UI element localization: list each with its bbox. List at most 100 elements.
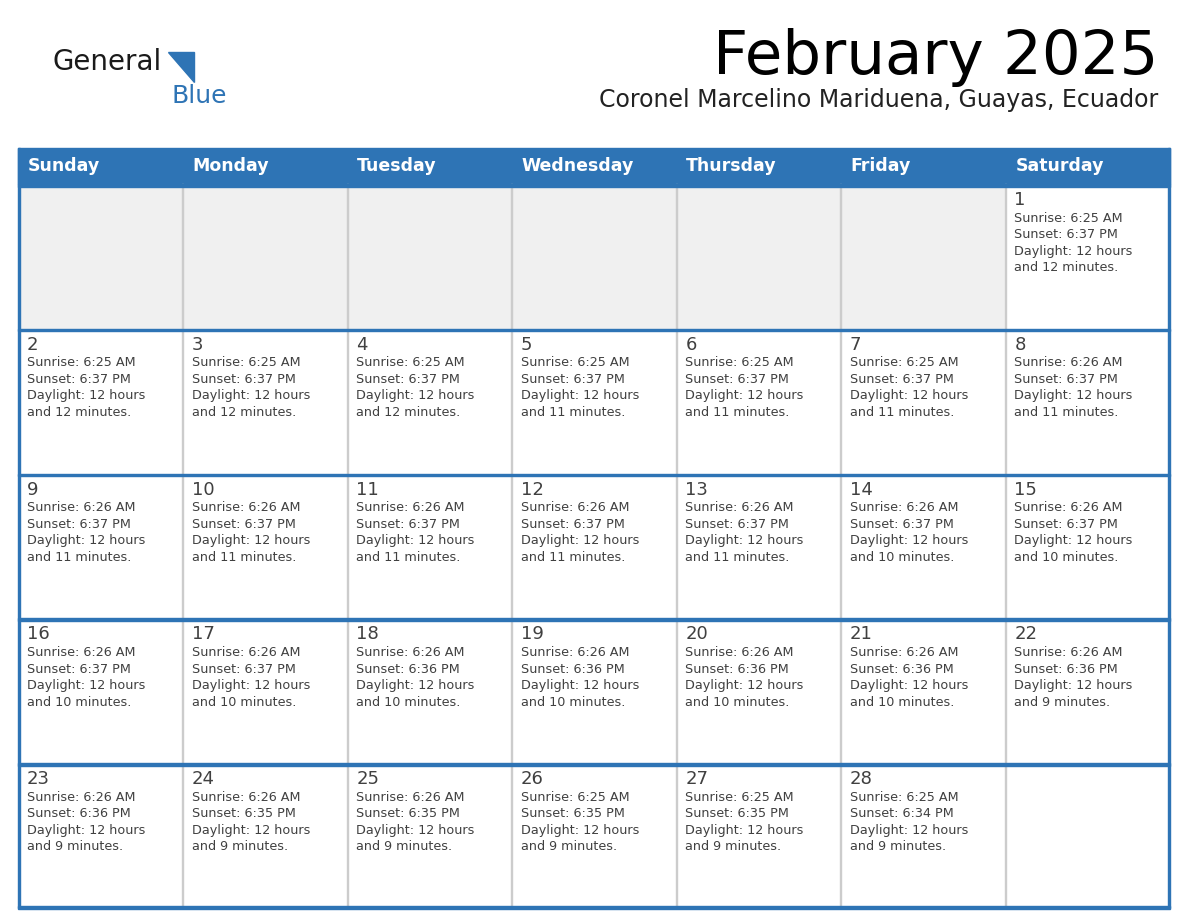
Text: Saturday: Saturday [1016, 157, 1104, 175]
Bar [1005, 186, 1170, 329]
Bar [183, 186, 347, 329]
Text: Sunset: 6:37 PM: Sunset: 6:37 PM [27, 663, 131, 676]
Bar [183, 331, 347, 474]
Text: and 9 minutes.: and 9 minutes. [520, 840, 617, 854]
Bar [183, 621, 347, 763]
Text: Sunset: 6:37 PM: Sunset: 6:37 PM [520, 518, 625, 531]
Text: Sunset: 6:36 PM: Sunset: 6:36 PM [520, 663, 625, 676]
Text: Sunrise: 6:26 AM: Sunrise: 6:26 AM [1015, 646, 1123, 659]
Text: 3: 3 [191, 336, 203, 353]
Text: February 2025: February 2025 [713, 28, 1158, 87]
Text: Daylight: 12 hours: Daylight: 12 hours [356, 823, 474, 837]
Text: Sunset: 6:36 PM: Sunset: 6:36 PM [1015, 663, 1118, 676]
Text: Sunset: 6:36 PM: Sunset: 6:36 PM [685, 663, 789, 676]
Text: Sunrise: 6:25 AM: Sunrise: 6:25 AM [849, 790, 959, 804]
Bar [841, 186, 1005, 329]
Text: 14: 14 [849, 481, 873, 498]
Bar [1005, 331, 1170, 474]
Text: Sunset: 6:37 PM: Sunset: 6:37 PM [191, 373, 296, 386]
Text: and 11 minutes.: and 11 minutes. [520, 551, 625, 564]
Text: 5: 5 [520, 336, 532, 353]
Text: 2: 2 [27, 336, 38, 353]
Bar [676, 621, 841, 763]
Text: Sunset: 6:37 PM: Sunset: 6:37 PM [1015, 373, 1118, 386]
Text: and 11 minutes.: and 11 minutes. [191, 551, 296, 564]
Text: Sunset: 6:37 PM: Sunset: 6:37 PM [685, 373, 789, 386]
Text: and 11 minutes.: and 11 minutes. [520, 406, 625, 419]
Text: 24: 24 [191, 770, 215, 789]
Text: Daylight: 12 hours: Daylight: 12 hours [191, 823, 310, 837]
Text: Daylight: 12 hours: Daylight: 12 hours [520, 389, 639, 402]
Text: 18: 18 [356, 625, 379, 644]
Text: Tuesday: Tuesday [358, 157, 437, 175]
Bar [347, 621, 512, 763]
Text: Sunset: 6:35 PM: Sunset: 6:35 PM [356, 807, 460, 821]
Text: Friday: Friday [851, 157, 911, 175]
Text: Sunset: 6:35 PM: Sunset: 6:35 PM [685, 807, 789, 821]
Text: 28: 28 [849, 770, 873, 789]
Text: and 9 minutes.: and 9 minutes. [356, 840, 453, 854]
Text: Sunset: 6:34 PM: Sunset: 6:34 PM [849, 807, 954, 821]
Text: and 11 minutes.: and 11 minutes. [685, 406, 790, 419]
Bar [18, 619, 1170, 621]
Text: Sunrise: 6:26 AM: Sunrise: 6:26 AM [191, 501, 301, 514]
Text: Daylight: 12 hours: Daylight: 12 hours [849, 534, 968, 547]
Text: and 12 minutes.: and 12 minutes. [27, 406, 131, 419]
Text: Daylight: 12 hours: Daylight: 12 hours [27, 389, 145, 402]
Bar [841, 476, 1005, 619]
Text: and 10 minutes.: and 10 minutes. [849, 551, 954, 564]
Text: and 9 minutes.: and 9 minutes. [849, 840, 946, 854]
Text: General: General [52, 48, 162, 76]
Text: Daylight: 12 hours: Daylight: 12 hours [27, 823, 145, 837]
Text: and 11 minutes.: and 11 minutes. [685, 551, 790, 564]
Text: 8: 8 [1015, 336, 1025, 353]
Text: Sunrise: 6:26 AM: Sunrise: 6:26 AM [685, 646, 794, 659]
Text: and 11 minutes.: and 11 minutes. [27, 551, 132, 564]
Bar [512, 331, 676, 474]
Text: Daylight: 12 hours: Daylight: 12 hours [849, 679, 968, 692]
Text: Sunrise: 6:25 AM: Sunrise: 6:25 AM [191, 356, 301, 369]
Text: Daylight: 12 hours: Daylight: 12 hours [849, 389, 968, 402]
Text: Sunset: 6:37 PM: Sunset: 6:37 PM [685, 518, 789, 531]
Bar [18, 186, 183, 329]
Text: Daylight: 12 hours: Daylight: 12 hours [27, 679, 145, 692]
Text: Sunrise: 6:26 AM: Sunrise: 6:26 AM [191, 646, 301, 659]
Text: Sunrise: 6:26 AM: Sunrise: 6:26 AM [1015, 356, 1123, 369]
Bar [512, 621, 676, 763]
Bar [18, 331, 183, 474]
Text: Daylight: 12 hours: Daylight: 12 hours [520, 534, 639, 547]
Bar [347, 766, 512, 908]
Text: Daylight: 12 hours: Daylight: 12 hours [685, 389, 803, 402]
Text: Sunset: 6:37 PM: Sunset: 6:37 PM [356, 373, 460, 386]
Text: Sunset: 6:35 PM: Sunset: 6:35 PM [520, 807, 625, 821]
Text: 9: 9 [27, 481, 38, 498]
Bar [18, 763, 1170, 766]
Bar [1005, 621, 1170, 763]
Text: Daylight: 12 hours: Daylight: 12 hours [356, 389, 474, 402]
Bar [676, 766, 841, 908]
Text: and 10 minutes.: and 10 minutes. [685, 696, 790, 709]
Text: Sunset: 6:36 PM: Sunset: 6:36 PM [849, 663, 954, 676]
Bar [512, 476, 676, 619]
Text: Sunrise: 6:26 AM: Sunrise: 6:26 AM [356, 790, 465, 804]
Text: Sunrise: 6:26 AM: Sunrise: 6:26 AM [685, 501, 794, 514]
Text: Sunset: 6:36 PM: Sunset: 6:36 PM [27, 807, 131, 821]
Text: Sunset: 6:37 PM: Sunset: 6:37 PM [849, 373, 954, 386]
Text: 23: 23 [27, 770, 50, 789]
Text: Sunrise: 6:26 AM: Sunrise: 6:26 AM [356, 501, 465, 514]
Text: 10: 10 [191, 481, 214, 498]
Text: Sunrise: 6:25 AM: Sunrise: 6:25 AM [27, 356, 135, 369]
Text: Sunset: 6:37 PM: Sunset: 6:37 PM [27, 518, 131, 531]
Text: Sunrise: 6:25 AM: Sunrise: 6:25 AM [685, 790, 794, 804]
Text: Thursday: Thursday [687, 157, 777, 175]
Bar [1005, 476, 1170, 619]
Text: Daylight: 12 hours: Daylight: 12 hours [685, 679, 803, 692]
Text: Daylight: 12 hours: Daylight: 12 hours [27, 534, 145, 547]
Text: Sunset: 6:37 PM: Sunset: 6:37 PM [1015, 229, 1118, 241]
Bar [347, 186, 512, 329]
Text: Sunrise: 6:26 AM: Sunrise: 6:26 AM [849, 646, 959, 659]
Bar [347, 331, 512, 474]
Text: and 9 minutes.: and 9 minutes. [1015, 696, 1111, 709]
Bar [676, 186, 841, 329]
Text: Coronel Marcelino Mariduena, Guayas, Ecuador: Coronel Marcelino Mariduena, Guayas, Ecu… [599, 88, 1158, 112]
